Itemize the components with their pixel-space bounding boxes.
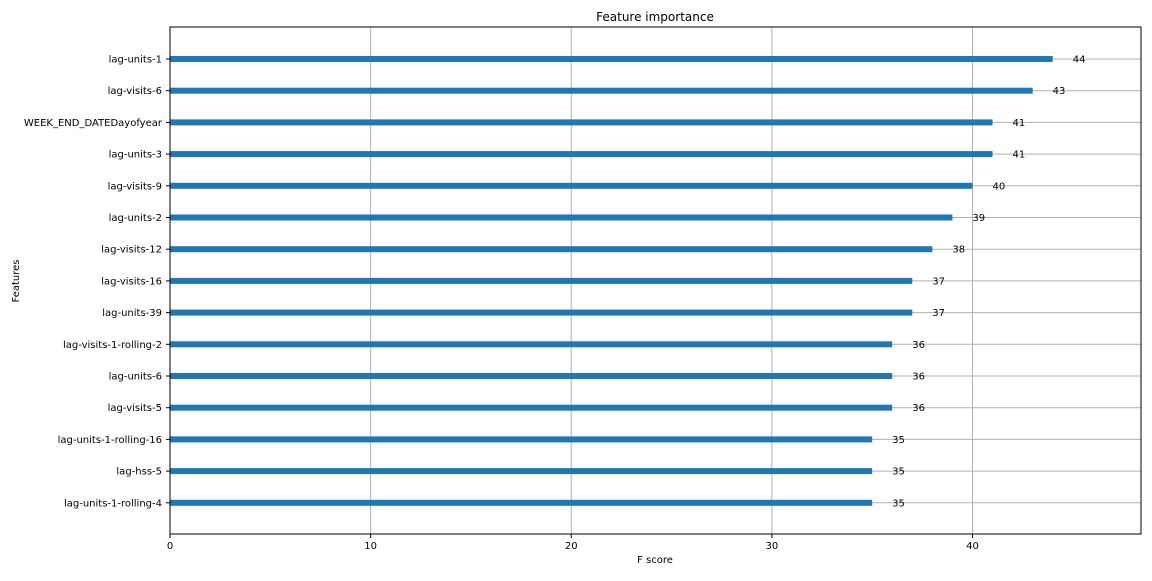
bar-layer — [170, 56, 1053, 506]
y-tick-label: lag-units-3 — [109, 150, 162, 161]
x-tick-label: 20 — [565, 541, 578, 552]
x-tick-label: 0 — [167, 541, 173, 552]
y-tick-label: lag-units-39 — [102, 308, 162, 319]
bar — [170, 309, 913, 316]
bar — [170, 341, 893, 348]
y-tick-label: lag-visits-1-rolling-2 — [63, 340, 162, 351]
x-axis-label: F score — [637, 555, 673, 566]
bar-value-label: 40 — [992, 181, 1005, 192]
x-tick-label: 30 — [765, 541, 778, 552]
bar-value-label: 44 — [1073, 55, 1086, 66]
x-tick-label: 10 — [364, 541, 377, 552]
label-layer: lag-units-1 44 lag-visits-6 43 WEEK_END_DATE… — [24, 55, 1086, 510]
bar-value-label: 41 — [1013, 118, 1026, 129]
bar — [170, 182, 973, 189]
chart-title: Feature importance — [596, 10, 714, 24]
bar-value-label: 35 — [892, 435, 905, 446]
bar-value-label: 36 — [912, 340, 925, 351]
y-tick-label: lag-visits-16 — [101, 276, 162, 287]
bar-value-label: 36 — [912, 403, 925, 414]
y-axis-label: Features — [11, 260, 22, 303]
y-tick-label: lag-units-6 — [109, 372, 162, 383]
y-tick-label: lag-visits-9 — [108, 181, 162, 192]
bar — [170, 119, 993, 126]
y-tick-label: lag-hss-5 — [116, 467, 162, 478]
bar — [170, 499, 873, 506]
bar-value-label: 41 — [1013, 150, 1026, 161]
y-tick-label: lag-visits-5 — [108, 403, 162, 414]
bar-value-label: 35 — [892, 467, 905, 478]
y-tick-label: lag-units-1 — [109, 55, 162, 66]
bar — [170, 214, 953, 221]
y-tick-label: lag-units-1-rolling-16 — [58, 435, 162, 446]
bar-value-label: 36 — [912, 372, 925, 383]
bar — [170, 246, 933, 253]
bar — [170, 373, 893, 379]
y-tick-label: lag-units-1-rolling-4 — [64, 498, 162, 509]
bar — [170, 436, 873, 443]
bar-value-label: 43 — [1053, 86, 1066, 97]
bar — [170, 87, 1033, 94]
bar-value-label: 38 — [952, 245, 965, 256]
bar-value-label: 39 — [972, 213, 985, 224]
y-tick-label: lag-units-2 — [109, 213, 162, 224]
tick-layer: 0 10 20 30 40 — [166, 58, 979, 552]
bar — [170, 56, 1053, 62]
y-tick-label: lag-visits-12 — [101, 245, 162, 256]
bar — [170, 151, 993, 158]
bar-value-label: 37 — [932, 308, 945, 319]
y-tick-label: lag-visits-6 — [108, 86, 162, 97]
bar — [170, 468, 873, 475]
bar — [170, 277, 913, 284]
bar — [170, 404, 893, 411]
y-tick-label: WEEK_END_DATEDayofyear — [24, 118, 163, 129]
bar-value-label: 37 — [932, 276, 945, 287]
bar-value-label: 35 — [892, 498, 905, 509]
x-tick-label: 40 — [966, 541, 979, 552]
